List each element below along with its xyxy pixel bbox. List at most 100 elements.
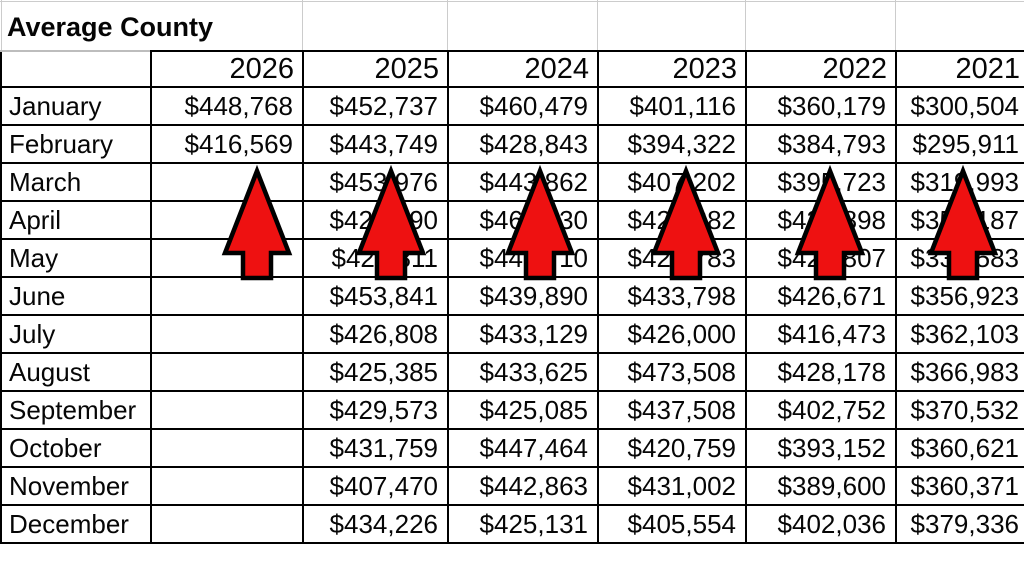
- value-cell[interactable]: $426,807: [745, 238, 897, 278]
- year-header-cell[interactable]: 2021: [895, 50, 1024, 88]
- value-cell[interactable]: $447,464: [447, 428, 599, 468]
- value-cell[interactable]: $393,152: [745, 428, 897, 468]
- value-cell[interactable]: $360,371: [895, 466, 1024, 506]
- value-cell[interactable]: $425,811: [302, 238, 449, 278]
- value-cell[interactable]: $405,554: [597, 504, 747, 544]
- value-cell[interactable]: $431,002: [597, 466, 747, 506]
- month-cell[interactable]: January: [0, 86, 152, 126]
- value-cell[interactable]: $319,993: [895, 162, 1024, 202]
- value-cell[interactable]: $460,479: [447, 86, 599, 126]
- value-cell[interactable]: $427,783: [597, 238, 747, 278]
- value-cell[interactable]: $426,808: [302, 314, 449, 354]
- value-cell[interactable]: $452,737: [302, 86, 449, 126]
- value-cell[interactable]: $434,226: [302, 504, 449, 544]
- value-cell[interactable]: $360,179: [745, 86, 897, 126]
- value-cell[interactable]: [150, 200, 304, 240]
- value-cell[interactable]: [150, 352, 304, 392]
- value-cell[interactable]: $433,129: [447, 314, 599, 354]
- month-cell[interactable]: February: [0, 124, 152, 164]
- table-row: October $431,759 $447,464 $420,759 $393,152 $…: [0, 428, 1024, 468]
- value-cell[interactable]: $394,322: [597, 124, 747, 164]
- month-cell[interactable]: November: [0, 466, 152, 506]
- value-cell[interactable]: $295,911: [895, 124, 1024, 164]
- value-cell[interactable]: $433,625: [447, 352, 599, 392]
- value-cell[interactable]: $429,573: [302, 390, 449, 430]
- value-cell[interactable]: $407,202: [597, 162, 747, 202]
- value-cell[interactable]: $433,798: [597, 276, 747, 316]
- value-cell[interactable]: $437,508: [597, 390, 747, 430]
- corner-cell[interactable]: [0, 50, 152, 88]
- value-cell[interactable]: [150, 390, 304, 430]
- month-cell[interactable]: August: [0, 352, 152, 392]
- value-cell[interactable]: [150, 466, 304, 506]
- value-cell[interactable]: [150, 162, 304, 202]
- value-cell[interactable]: $425,385: [302, 352, 449, 392]
- month-cell[interactable]: May: [0, 238, 152, 278]
- value-cell[interactable]: $300,504: [895, 86, 1024, 126]
- value-cell[interactable]: $401,116: [597, 86, 747, 126]
- value-cell[interactable]: $428,178: [745, 352, 897, 392]
- value-cell[interactable]: $443,862: [447, 162, 599, 202]
- value-cell[interactable]: $431,759: [302, 428, 449, 468]
- value-cell[interactable]: $402,036: [745, 504, 897, 544]
- value-cell[interactable]: $425,085: [447, 390, 599, 430]
- value-cell[interactable]: $426,000: [597, 314, 747, 354]
- sheet-gridline: [447, 0, 448, 50]
- value-cell[interactable]: $360,621: [895, 428, 1024, 468]
- sheet-gridline: [745, 0, 746, 50]
- value-cell[interactable]: $402,752: [745, 390, 897, 430]
- value-cell[interactable]: $453,841: [302, 276, 449, 316]
- month-cell[interactable]: April: [0, 200, 152, 240]
- month-cell[interactable]: September: [0, 390, 152, 430]
- value-cell[interactable]: $473,508: [597, 352, 747, 392]
- year-header-cell[interactable]: 2023: [597, 50, 747, 88]
- value-cell[interactable]: $448,710: [447, 238, 599, 278]
- value-cell[interactable]: $384,793: [745, 124, 897, 164]
- value-cell[interactable]: $464,430: [447, 200, 599, 240]
- sheet-title: Average County: [7, 12, 214, 42]
- table-row: May $425,811 $448,710 $427,783 $426,807 $330,…: [0, 238, 1024, 278]
- month-cell[interactable]: June: [0, 276, 152, 316]
- month-cell[interactable]: March: [0, 162, 152, 202]
- value-cell[interactable]: [150, 504, 304, 544]
- value-cell[interactable]: [150, 276, 304, 316]
- value-cell[interactable]: [150, 238, 304, 278]
- value-cell[interactable]: $427,890: [302, 200, 449, 240]
- value-cell[interactable]: $453,976: [302, 162, 449, 202]
- month-cell[interactable]: December: [0, 504, 152, 544]
- year-header-cell[interactable]: 2026: [150, 50, 304, 88]
- value-cell[interactable]: $448,768: [150, 86, 304, 126]
- value-cell[interactable]: $443,749: [302, 124, 449, 164]
- value-cell[interactable]: [150, 314, 304, 354]
- value-cell[interactable]: $428,843: [447, 124, 599, 164]
- value-cell[interactable]: $442,863: [447, 466, 599, 506]
- value-cell[interactable]: $379,336: [895, 504, 1024, 544]
- value-cell[interactable]: $421,882: [597, 200, 747, 240]
- value-cell[interactable]: $353,187: [895, 200, 1024, 240]
- value-cell[interactable]: $395,723: [745, 162, 897, 202]
- value-cell[interactable]: [150, 428, 304, 468]
- value-cell[interactable]: $356,923: [895, 276, 1024, 316]
- year-header-cell[interactable]: 2025: [302, 50, 449, 88]
- value-cell[interactable]: $407,470: [302, 466, 449, 506]
- sheet-gridline: [302, 0, 303, 50]
- month-cell[interactable]: July: [0, 314, 152, 354]
- value-cell[interactable]: $362,103: [895, 314, 1024, 354]
- value-cell[interactable]: $416,473: [745, 314, 897, 354]
- value-cell[interactable]: $330,583: [895, 238, 1024, 278]
- year-header-cell[interactable]: 2024: [447, 50, 599, 88]
- value-cell[interactable]: $439,890: [447, 276, 599, 316]
- value-cell[interactable]: $426,671: [745, 276, 897, 316]
- value-cell[interactable]: $370,532: [895, 390, 1024, 430]
- table-row: July $426,808 $433,129 $426,000 $416,473 $362…: [0, 314, 1024, 354]
- value-cell[interactable]: $420,759: [597, 428, 747, 468]
- value-cell[interactable]: $366,983: [895, 352, 1024, 392]
- year-header-cell[interactable]: 2022: [745, 50, 897, 88]
- value-cell[interactable]: $389,600: [745, 466, 897, 506]
- month-cell[interactable]: October: [0, 428, 152, 468]
- value-cell[interactable]: $420,898: [745, 200, 897, 240]
- value-cell[interactable]: $425,131: [447, 504, 599, 544]
- value-cell[interactable]: $416,569: [150, 124, 304, 164]
- sheet-gridline: [597, 0, 598, 50]
